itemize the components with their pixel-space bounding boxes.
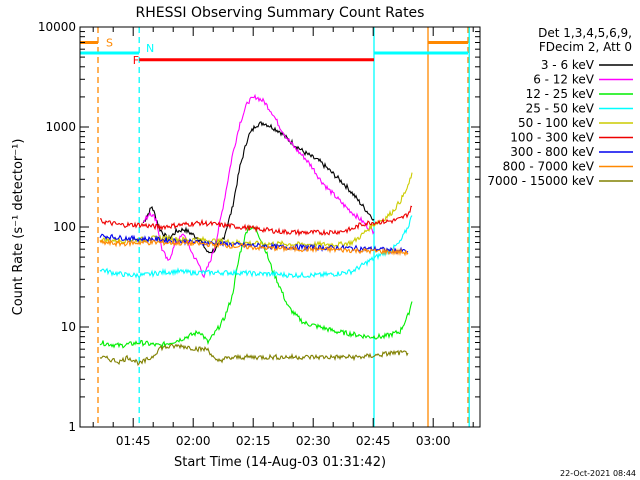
series-line	[99, 215, 413, 279]
flag-label-n: N	[146, 42, 154, 55]
series-line	[143, 93, 375, 279]
series-line	[99, 225, 413, 350]
legend-label: 50 - 100 keV	[518, 116, 595, 130]
x-tick-label: 02:30	[296, 434, 331, 448]
flag-label-f: F	[133, 54, 139, 67]
legend-header-line: FDecim 2, Att 0	[539, 40, 632, 54]
y-axis-label: Count Rate (s⁻¹ detector⁻¹)	[11, 139, 26, 316]
x-tick-label: 02:00	[176, 434, 211, 448]
legend-label: 100 - 300 keV	[510, 131, 594, 145]
series-group	[99, 93, 413, 367]
flag-labels: S NF	[106, 36, 154, 66]
legend-header-line: Det 1,3,4,5,6,9,	[538, 26, 632, 40]
y-tick-label: 10000	[38, 20, 76, 34]
footer-timestamp: 22-Oct-2021 08:44	[560, 469, 636, 478]
legend-label: 7000 - 15000 keV	[487, 174, 594, 188]
vertical-markers	[97, 27, 470, 427]
y-axis-ticks: 1 10 100 1000 10000	[38, 20, 480, 434]
x-axis-label: Start Time (14-Aug-03 01:31:42)	[174, 455, 386, 470]
series-line	[100, 205, 413, 237]
legend-label: 6 - 12 keV	[533, 73, 595, 87]
y-tick-label: 1	[68, 420, 76, 434]
series-line	[99, 238, 409, 257]
flag-label-s: S	[106, 36, 113, 49]
legend-label: 300 - 800 keV	[510, 145, 594, 159]
x-tick-label: 02:45	[356, 434, 391, 448]
chart-title: RHESSI Observing Summary Count Rates	[136, 5, 425, 21]
series-line	[142, 121, 375, 254]
y-tick-label: 100	[53, 220, 76, 234]
legend-label: 3 - 6 keV	[541, 58, 595, 72]
series-line	[99, 172, 413, 248]
series-line	[99, 343, 409, 367]
x-axis-ticks: 01:45 02:00 02:15 02:30 02:45 03:00	[92, 27, 474, 448]
x-tick-label: 02:15	[236, 434, 271, 448]
y-tick-label: 10	[61, 320, 76, 334]
legend: Det 1,3,4,5,6,9, FDecim 2, Att 0 3 - 6 k…	[487, 26, 633, 188]
legend-label: 25 - 50 keV	[526, 102, 595, 116]
y-tick-label: 1000	[45, 120, 76, 134]
legend-label: 12 - 25 keV	[526, 87, 595, 101]
legend-label: 800 - 7000 keV	[503, 160, 595, 174]
x-tick-label: 03:00	[416, 434, 451, 448]
x-tick-label: 01:45	[116, 434, 151, 448]
